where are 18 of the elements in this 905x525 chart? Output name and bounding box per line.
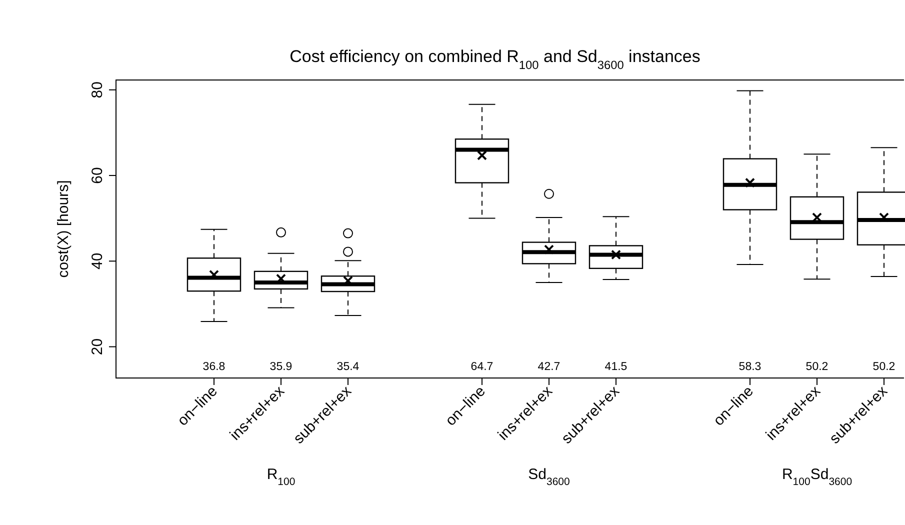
text: R$_{100}$: [266, 466, 296, 488]
text: 41.5: [604, 361, 628, 373]
y-tick-label: 20: [89, 338, 106, 356]
text: 50.2: [872, 361, 896, 373]
text: 36.8: [202, 361, 226, 373]
text: 42.7: [538, 361, 560, 373]
text: Sd$_{3600}$: [528, 466, 570, 488]
text: 58.3: [738, 361, 762, 373]
chart-title: Cost efficiency on combined R$_{100}$ and Sd$_{3600}$ instances: [290, 47, 700, 72]
text: 35.9: [270, 361, 292, 373]
text: 64.7: [470, 361, 494, 373]
y-tick-label: 80: [89, 82, 106, 98]
text: 35.4: [336, 361, 360, 373]
y-tick-label: 40: [89, 252, 106, 270]
text: R$_{100}$Sd$_{3600}$: [782, 466, 852, 488]
y-axis-title: cost(X) [hours]: [55, 180, 72, 278]
text: 50.2: [806, 361, 828, 373]
y-tick-label: 60: [89, 167, 106, 184]
